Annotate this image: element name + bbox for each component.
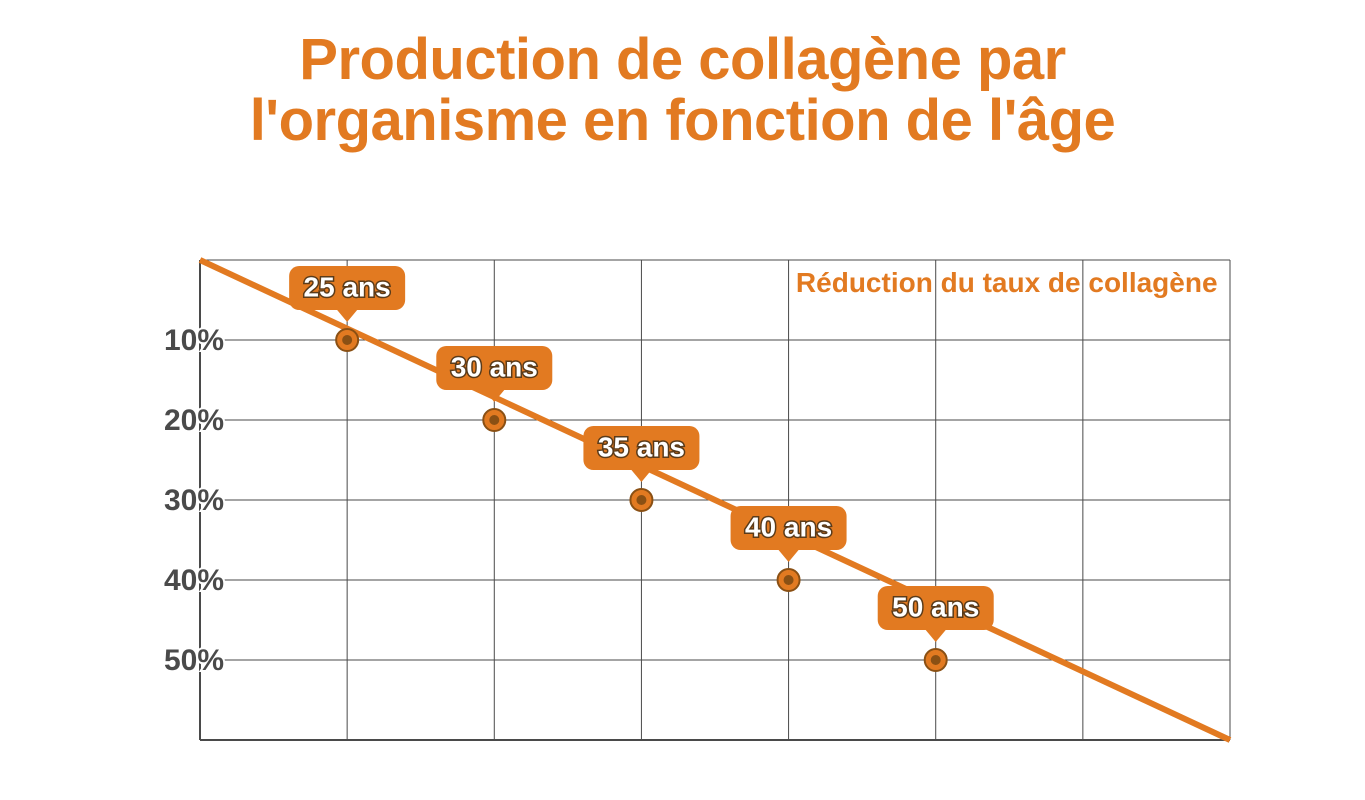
callout-label: 40 ans [745, 511, 832, 542]
callout-label: 30 ans [451, 351, 538, 382]
data-point-inner [636, 495, 646, 505]
callout-label: 50 ans [892, 591, 979, 622]
data-point-inner [489, 415, 499, 425]
chart-area: 10% 20% 30% 40% 50% Réduction du taux de coll… [0, 0, 1365, 800]
y-tick-label: 20% [164, 404, 224, 437]
data-point-inner [342, 335, 352, 345]
callout-tail [926, 630, 946, 642]
callout-label: 35 ans [598, 431, 685, 462]
callout-tail [631, 470, 651, 482]
data-point-inner [784, 575, 794, 585]
y-tick-label: 10% [164, 324, 224, 357]
data-point-inner [931, 655, 941, 665]
legend-label: Réduction du taux de collagène [796, 267, 1218, 298]
y-tick-label: 30% [164, 484, 224, 517]
callout-tail [337, 310, 357, 322]
y-tick-label: 40% [164, 564, 224, 597]
y-tick-label: 50% [164, 644, 224, 677]
chart-svg: 10% 20% 30% 40% 50% Réduction du taux de coll… [0, 0, 1365, 800]
callout-tail [779, 550, 799, 562]
callout-label: 25 ans [304, 271, 391, 302]
